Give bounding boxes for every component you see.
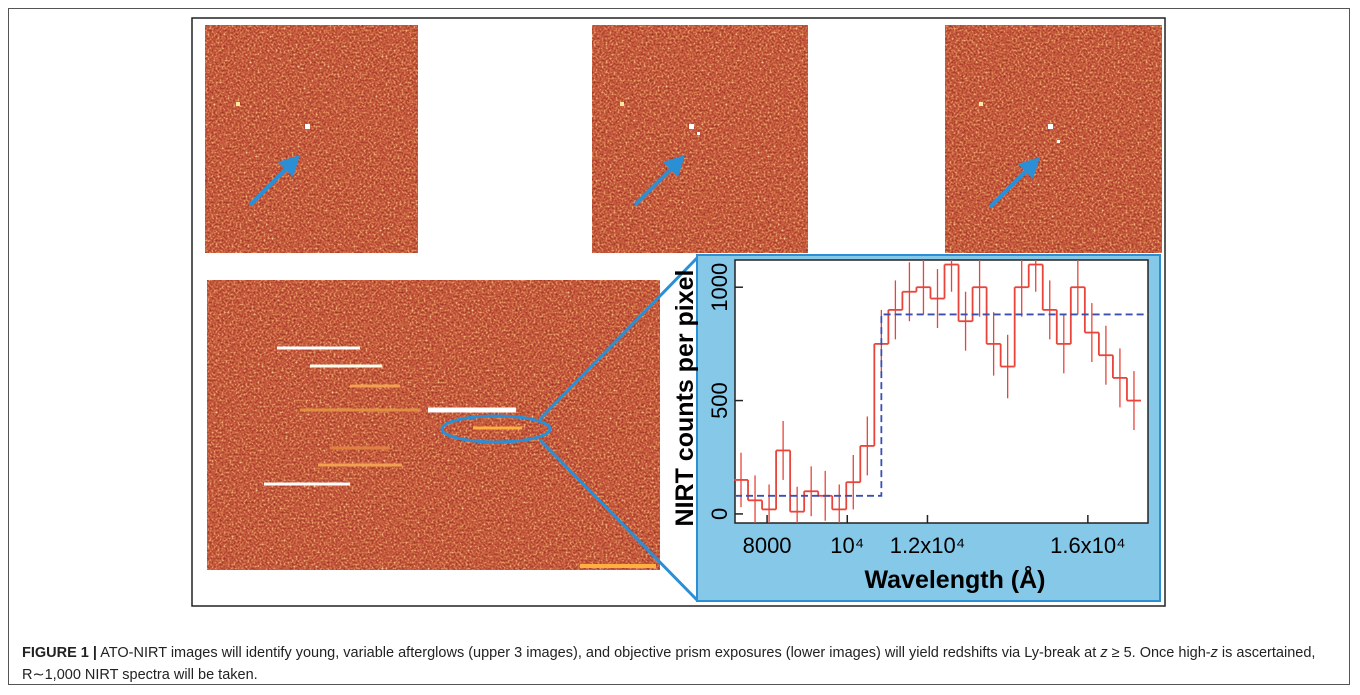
sky-image: [205, 25, 418, 253]
zoom-lines: [538, 256, 699, 602]
figure-box: [191, 17, 1166, 607]
caption-text: z: [1100, 645, 1108, 661]
figure-frame: [8, 8, 1350, 685]
x-tick-label: 1.6x10⁴: [1050, 533, 1126, 558]
spectral-streaks: [264, 346, 656, 568]
model-line: [735, 313, 1148, 497]
arrows: [248, 155, 1040, 209]
sky-image: [592, 25, 808, 253]
highlight-ellipse: [440, 414, 552, 444]
x-axis-label: Wavelength (Å): [864, 565, 1045, 594]
caption-text: ≥ 5. Once high-: [1107, 645, 1211, 661]
caption-text: ATO-NIRT images will identify young, var…: [96, 645, 1101, 661]
y-axis-label: NIRT counts per pixel: [671, 270, 699, 527]
sky-image: [945, 25, 1162, 253]
x-tick-label: 10⁴: [830, 533, 864, 558]
caption: FIGURE 1 | ATO-NIRT images will identify…: [22, 642, 1338, 686]
caption-label: FIGURE 1 |: [22, 645, 97, 661]
caption-text: z: [1210, 645, 1218, 661]
prism-image: [207, 280, 660, 570]
y-tick-label: 1000: [707, 263, 732, 312]
caption-text: is ascertained, R∼1,000 NIRT spectra wil…: [22, 645, 1316, 683]
y-tick-label: 0: [707, 508, 732, 520]
y-tick-label: 500: [707, 382, 732, 419]
stars: [236, 102, 1060, 143]
plot-area: [734, 259, 1149, 524]
x-tick-label: 1.2x10⁴: [890, 533, 966, 558]
x-tick-label: 8000: [743, 533, 792, 558]
figure: NIRT counts per pixel Wavelength (Å) 0 50…: [191, 17, 1166, 607]
